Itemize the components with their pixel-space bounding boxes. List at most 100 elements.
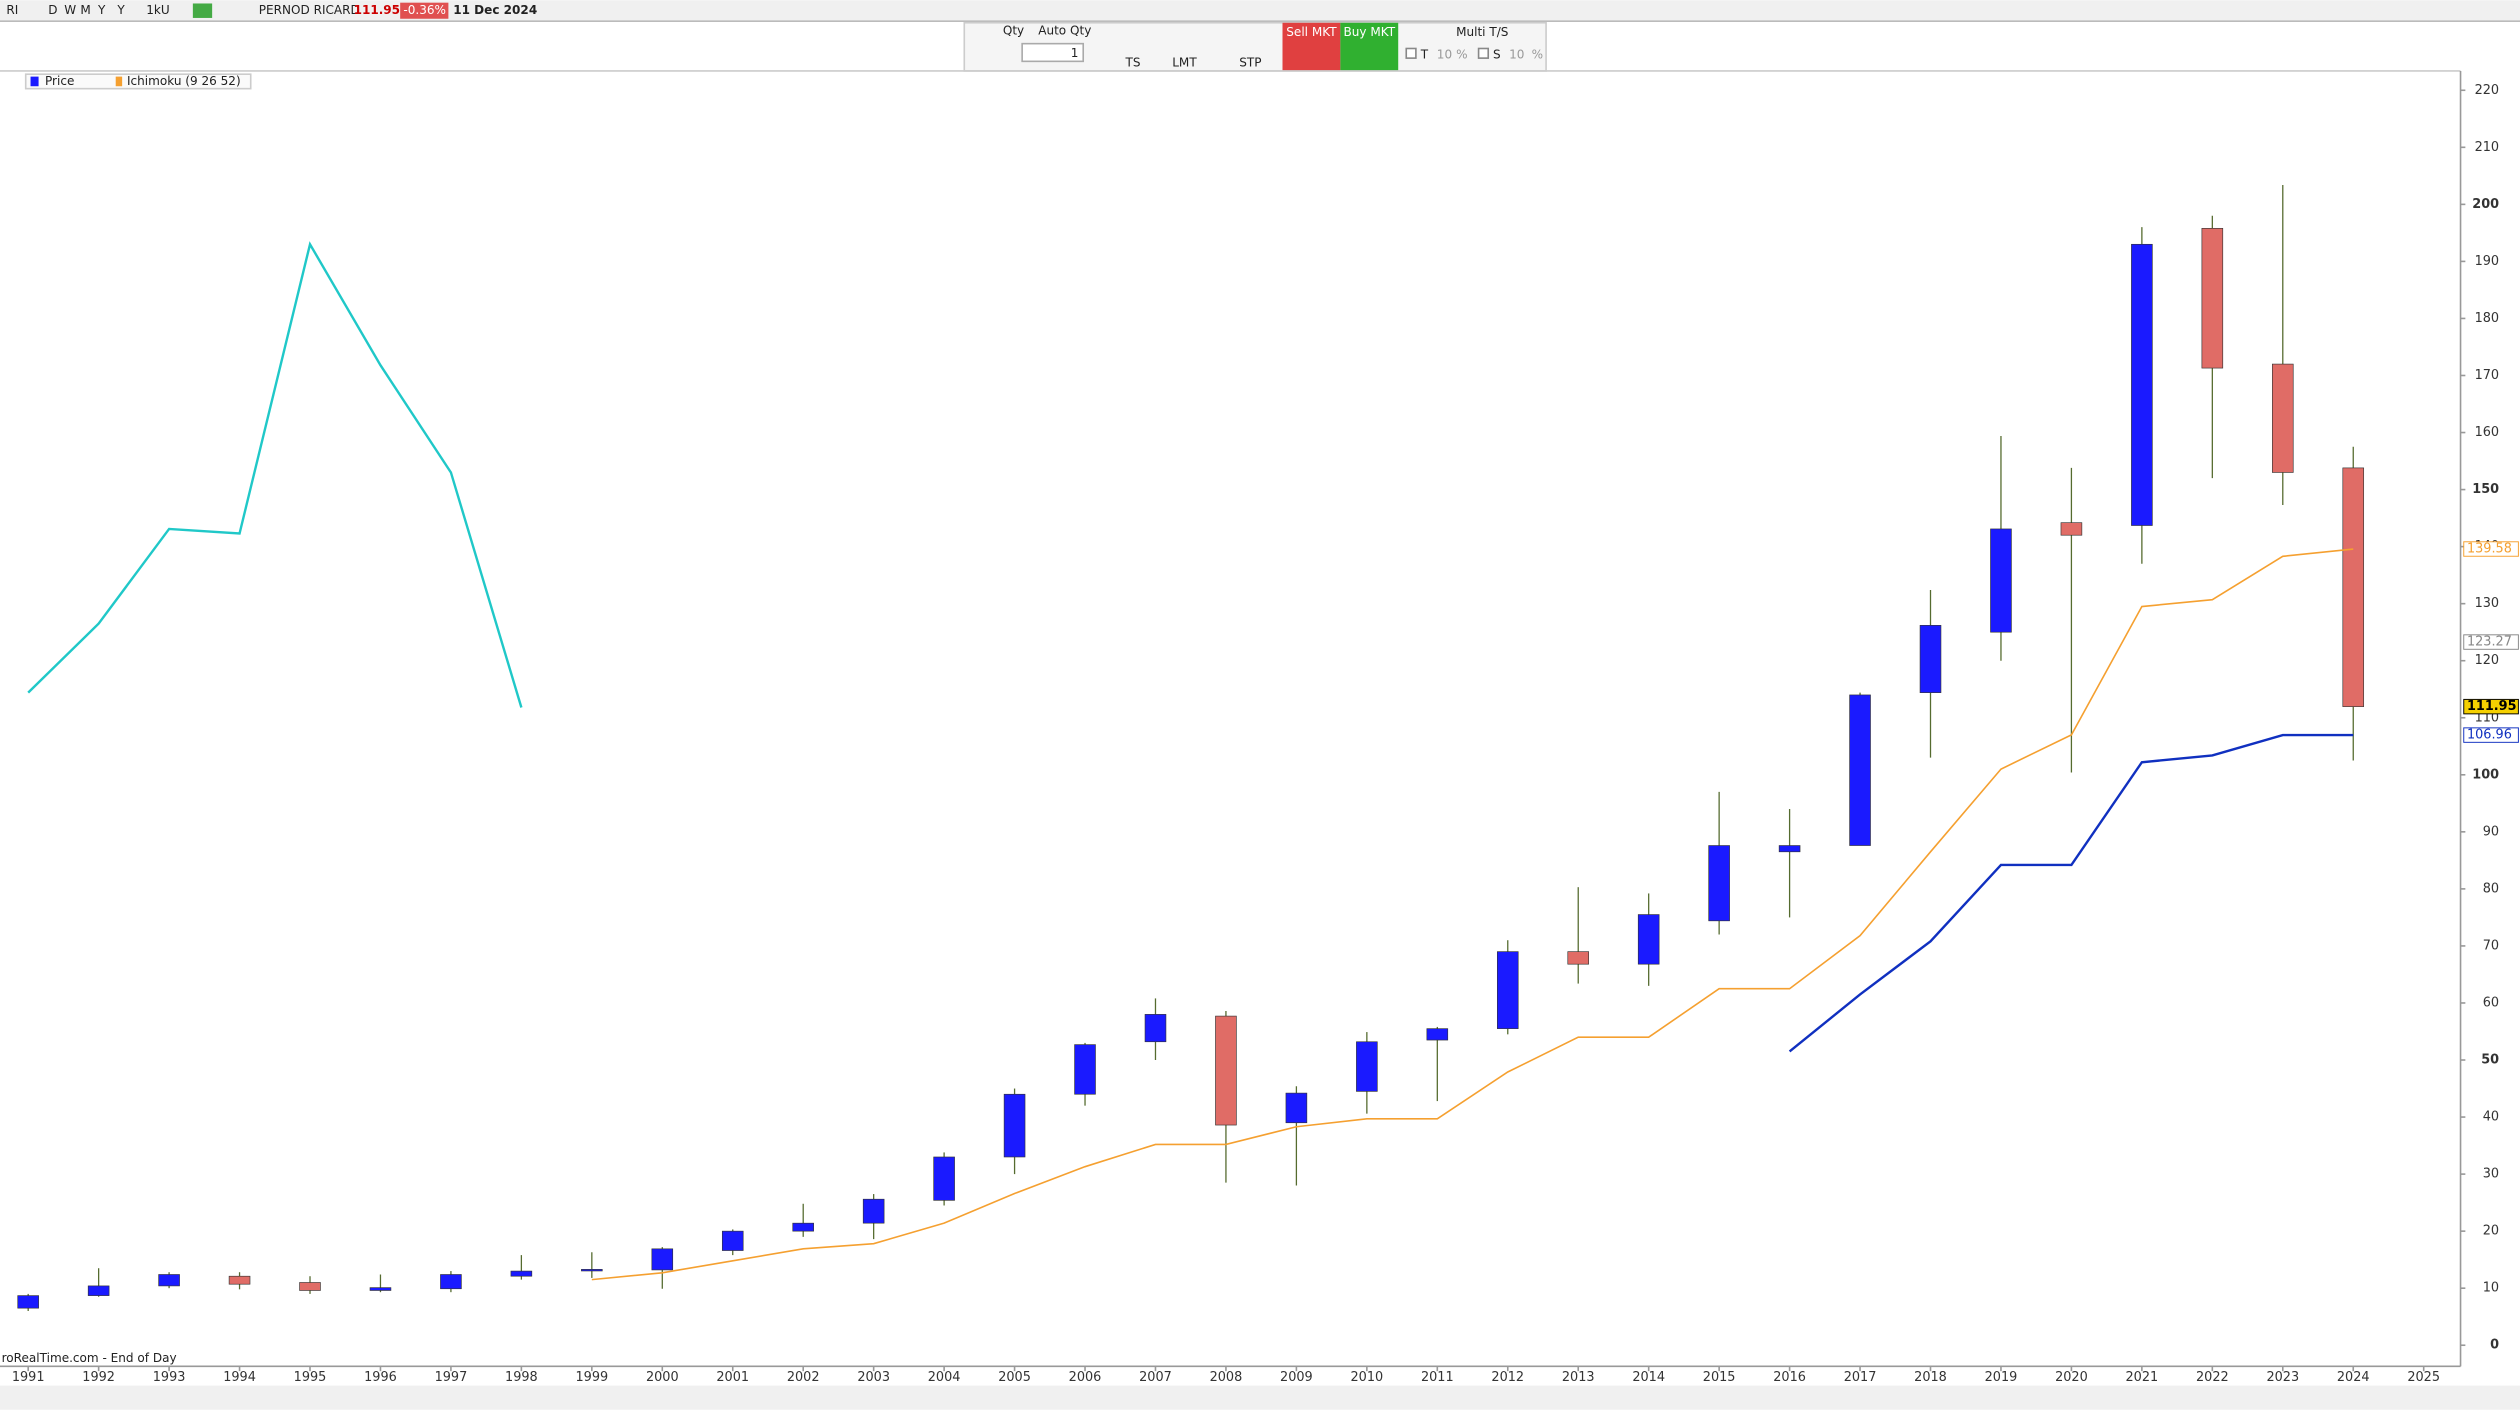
candle-body [510,1270,533,1277]
y-tick-label: 70 [2483,938,2499,953]
y-tick-label: 60 [2483,995,2499,1010]
auto-qty[interactable]: Auto Qty [1038,23,1091,37]
change: -0.36% [403,3,446,17]
t-value[interactable]: 10 [1437,47,1452,61]
price-tag [2463,634,2519,650]
scrollbar[interactable] [0,1385,2520,1410]
y-tick-label: 10 [2483,1281,2499,1296]
candle-body [2201,227,2224,369]
x-tick-label: 2025 [2407,1370,2440,1385]
x-tick-label: 1991 [12,1370,45,1385]
stp-button[interactable]: STP [1239,55,1261,69]
symbol[interactable]: RI [6,3,18,17]
y-tick-label: 200 [2472,197,2499,212]
y-tick-label: 80 [2483,881,2499,896]
t-checkbox[interactable] [1405,47,1417,59]
buy-label[interactable]: Buy MKT [1343,25,1395,39]
candle-body [1778,845,1801,853]
last-price: 111.95 [354,3,401,17]
x-tick-label: 2003 [857,1370,890,1385]
y-tick-label: 160 [2475,425,2500,440]
legend-price[interactable]: Price [45,74,74,88]
ts-button[interactable]: TS [1125,55,1141,69]
period-y[interactable]: Y [97,3,106,17]
candle-body [87,1285,110,1296]
qty[interactable]: 1 [1071,46,1079,60]
x-tick-label: 2001 [716,1370,749,1385]
legend [24,73,252,90]
candle-body [299,1282,321,1291]
chart-type-icon[interactable] [192,3,213,18]
indicator-line [1788,733,2354,1053]
y-tick-label: 170 [2475,368,2500,383]
s-value[interactable]: 10 [1509,47,1524,61]
x-tick-label: 2005 [998,1370,1031,1385]
period-m[interactable]: M [80,3,90,17]
candle-body [1285,1092,1308,1124]
sell-label[interactable]: Sell MKT [1286,25,1337,39]
x-tick-label: 2023 [2266,1370,2299,1385]
s-label: S [1493,47,1501,61]
y-tick-label: 90 [2483,824,2499,839]
y-tick-label: 20 [2483,1224,2499,1239]
t-label: T [1420,47,1429,61]
y-tick-label: 150 [2472,482,2499,497]
candle-body [1496,951,1519,1029]
x-tick-label: 1994 [223,1370,256,1385]
period[interactable]: Y [116,3,125,17]
buy-button[interactable] [1340,22,1399,71]
price-tag-label: 123.27 [2467,635,2512,650]
y-tick-label: 40 [2483,1110,2499,1125]
y-tick-label: 0 [2490,1338,2499,1353]
x-tick-label: 2006 [1069,1370,1102,1385]
x-tick-label: 2000 [646,1370,679,1385]
y-tick-label: 220 [2475,83,2500,98]
candle-body [2131,243,2153,526]
x-tick-label: 2021 [2126,1370,2159,1385]
x-tick-label: 2002 [787,1370,820,1385]
x-tick-label: 2007 [1139,1370,1172,1385]
y-tick-label: 100 [2472,767,2499,782]
date: 11 Dec 2024 [453,3,537,17]
x-tick-label: 2008 [1210,1370,1243,1385]
qty-label: Qty [1003,23,1024,37]
legend-ichimoku[interactable]: Ichimoku (9 26 52) [127,74,241,88]
x-tick-label: 2013 [1562,1370,1595,1385]
sell-button[interactable] [1282,22,1341,71]
x-tick-label: 1996 [364,1370,397,1385]
indicator-line [27,241,523,708]
x-tick-label: 2014 [1632,1370,1665,1385]
candle-body [1637,914,1660,965]
candle-body [1074,1044,1096,1095]
price-tag [2463,698,2519,715]
period-w[interactable]: W [64,3,76,17]
lmt-button[interactable]: LMT [1172,55,1197,69]
y-tick-label: 210 [2475,140,2500,155]
x-tick-label: 2009 [1280,1370,1313,1385]
x-tick-label: 1997 [435,1370,468,1385]
s-checkbox[interactable] [1477,47,1490,59]
interval[interactable]: 1kU [146,3,169,17]
x-tick-label: 1998 [505,1370,538,1385]
candle-body [1708,845,1730,922]
y-tick-label: 180 [2475,311,2500,326]
x-tick-label: 1995 [294,1370,327,1385]
candle-body [369,1287,392,1291]
candle-body [1919,625,1942,693]
x-tick-label: 2011 [1421,1370,1454,1385]
x-tick-label: 1999 [575,1370,608,1385]
y-tick-label: 130 [2475,596,2500,611]
period-d[interactable]: D [48,3,57,17]
candle-body [1215,1015,1237,1126]
candle-body [1144,1014,1167,1043]
x-tick-label: 2015 [1703,1370,1736,1385]
qty-input[interactable] [1021,42,1085,63]
candle-body [651,1248,674,1271]
candle-body [1356,1041,1378,1092]
x-tick-label: 2012 [1491,1370,1524,1385]
candle-body [581,1269,603,1272]
candle-body [440,1274,462,1290]
multi-ts[interactable]: Multi T/S [1456,25,1508,39]
